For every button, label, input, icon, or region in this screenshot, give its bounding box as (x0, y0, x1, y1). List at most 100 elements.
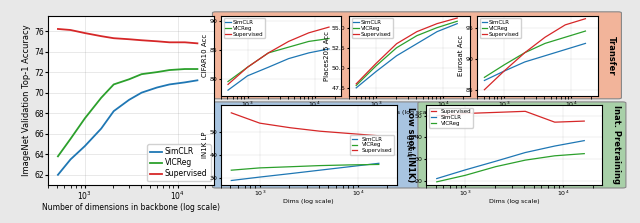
SimCLR (500, 70, 508, 72)
X-axis label: Dims (log scale): Dims (log scale) (384, 110, 435, 115)
VICReg (316, 164, 324, 167)
VICReg (582, 30, 589, 32)
Supervised (325, 26, 333, 28)
VICReg (125, 78, 133, 81)
VICReg (97, 96, 105, 99)
X-axis label: Number of dimensions in backbone (log scale): Number of dimensions in backbone (log sc… (42, 203, 220, 212)
SimCLR (244, 74, 252, 77)
SimCLR (285, 57, 292, 60)
SimCLR (316, 169, 324, 171)
VICReg (193, 68, 201, 70)
Supervised (138, 39, 145, 42)
Line: SimCLR: SimCLR (58, 80, 197, 175)
Supervised (433, 22, 441, 25)
Line: Supervised: Supervised (58, 29, 197, 43)
Supervised (67, 29, 74, 31)
Y-axis label: ImageNet Validation Top-1 Accuracy: ImageNet Validation Top-1 Accuracy (22, 25, 31, 176)
SimCLR (541, 54, 549, 57)
Y-axis label: Places205 Acc: Places205 Acc (324, 31, 330, 81)
SimCLR (166, 83, 173, 86)
VICReg (413, 34, 420, 37)
VICReg (453, 20, 461, 23)
Line: VICReg: VICReg (58, 69, 197, 156)
VICReg (138, 73, 145, 76)
Supervised (264, 52, 272, 54)
SimCLR (492, 160, 500, 163)
Legend: SimCLR, VICReg, Supervised: SimCLR, VICReg, Supervised (350, 135, 394, 155)
SimCLR (54, 173, 62, 176)
SimCLR (325, 47, 333, 50)
VICReg (551, 155, 559, 157)
VICReg (110, 83, 118, 86)
SimCLR (97, 127, 105, 130)
VICReg (461, 174, 469, 177)
Line: VICReg: VICReg (356, 21, 457, 85)
SimCLR (181, 81, 189, 84)
SimCLR (372, 70, 380, 73)
SimCLR (582, 42, 589, 45)
Supervised (181, 41, 189, 44)
SimCLR (305, 52, 313, 54)
SimCLR (433, 177, 440, 180)
Legend: SimCLR, VICReg, Supervised: SimCLR, VICReg, Supervised (147, 144, 211, 181)
Line: SimCLR: SimCLR (231, 163, 379, 180)
Supervised (110, 37, 118, 39)
Supervised (541, 36, 549, 39)
VICReg (522, 159, 529, 161)
Supervised (244, 66, 252, 68)
VICReg (481, 76, 488, 79)
Supervised (461, 112, 469, 115)
SimCLR (393, 54, 401, 57)
VICReg (521, 51, 529, 54)
Supervised (54, 28, 62, 30)
SimCLR (413, 42, 420, 45)
SimCLR (551, 145, 559, 147)
Supervised (481, 88, 488, 91)
Supervised (522, 110, 529, 113)
Legend: Supervised, SimCLR, VICReg: Supervised, SimCLR, VICReg (429, 107, 473, 128)
Supervised (433, 114, 440, 117)
VICReg (54, 155, 62, 158)
VICReg (67, 138, 74, 140)
Supervised (346, 132, 353, 135)
SimCLR (521, 61, 529, 63)
Text: Inat. Pretraining: Inat. Pretraining (612, 105, 621, 184)
SimCLR (522, 151, 529, 154)
Supervised (551, 121, 559, 124)
Supervised (453, 17, 461, 19)
Supervised (224, 83, 232, 86)
Y-axis label: Inat18: Inat18 (408, 134, 413, 156)
Supervised (153, 40, 161, 43)
Legend: SimCLR, VICReg, Supervised: SimCLR, VICReg, Supervised (352, 18, 393, 38)
Supervised (492, 111, 500, 114)
Line: SimCLR: SimCLR (228, 49, 329, 90)
Legend: SimCLR, VICReg, Supervised: SimCLR, VICReg, Supervised (480, 18, 521, 38)
SimCLR (453, 22, 461, 25)
SimCLR (481, 79, 488, 82)
VICReg (256, 167, 264, 169)
Line: VICReg: VICReg (436, 154, 584, 182)
Line: VICReg: VICReg (231, 164, 379, 170)
VICReg (433, 26, 441, 29)
SimCLR (561, 48, 569, 51)
Line: SimCLR: SimCLR (484, 43, 586, 81)
Supervised (227, 112, 235, 114)
Supervised (580, 120, 588, 122)
Line: SimCLR: SimCLR (356, 24, 457, 88)
SimCLR (375, 162, 383, 165)
Supervised (500, 70, 508, 72)
Supervised (393, 42, 401, 45)
Supervised (285, 40, 292, 43)
Supervised (353, 83, 360, 85)
Legend: SimCLR, VICReg, Supervised: SimCLR, VICReg, Supervised (223, 18, 265, 38)
VICReg (244, 66, 252, 68)
VICReg (393, 46, 401, 49)
Supervised (81, 32, 89, 34)
VICReg (492, 165, 500, 168)
SimCLR (138, 91, 145, 94)
VICReg (580, 152, 588, 155)
Line: Supervised: Supervised (228, 27, 329, 85)
Supervised (521, 51, 529, 54)
Line: Supervised: Supervised (231, 113, 379, 136)
VICReg (433, 180, 440, 183)
